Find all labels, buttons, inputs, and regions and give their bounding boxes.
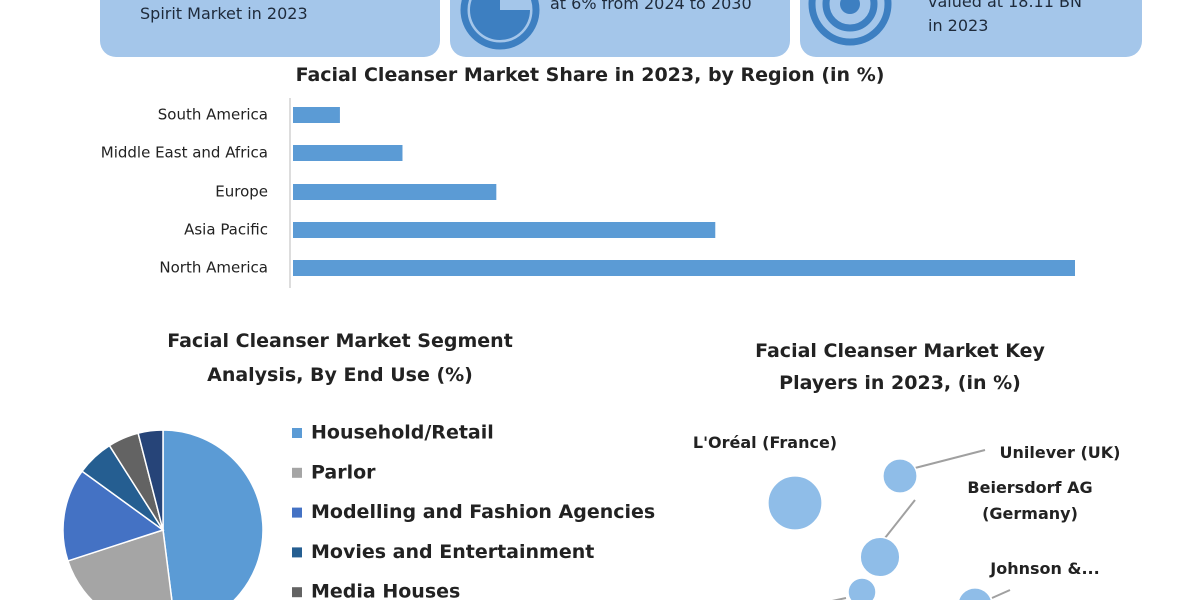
legend-swatch [292,547,302,558]
bubble [859,536,901,578]
chart-title: Facial Cleanser Market Key Players in 20… [755,340,1045,394]
legend-label: Modelling and Fashion Agencies [311,501,655,523]
legend-swatch [292,428,302,438]
card-text: in 2023 [928,16,989,35]
bubble-label: Beiersdorf AG (Germany) [967,478,1093,523]
stat-card: Spirit Market in 2023 [100,0,440,57]
bubble [767,475,823,531]
card-icon [808,0,892,46]
legend-swatch [292,507,302,518]
legend-label: Movies and Entertainment [311,541,594,563]
category-label: South America [158,106,268,124]
stat-card: at 6% from 2024 to 2030 [450,0,790,57]
bar [293,260,1075,276]
card-icon [460,0,540,50]
card-text: at 6% from 2024 to 2030 [550,0,752,13]
category-label: Europe [215,183,268,201]
leader-line [884,499,916,539]
bubble-label: Unilever (UK) [999,443,1121,462]
card-text: Spirit Market in 2023 [140,4,308,23]
bubble-label: Johnson &... [990,559,1100,578]
chart-title: Facial Cleanser Market Share in 2023, by… [295,64,885,86]
category-label: Middle East and Africa [101,144,268,162]
bar [293,145,403,161]
bar [293,184,497,200]
bubble [847,577,877,600]
bar [293,222,716,238]
bubble [882,458,918,494]
leader-line [914,449,986,469]
chart-title: Facial Cleanser Market Segment Analysis,… [167,330,513,386]
leader-line [991,589,1011,599]
category-label: Asia Pacific [184,221,268,239]
pie-slice [137,429,164,531]
bubble [957,587,993,600]
legend-label: Household/Retail [311,422,494,444]
legend-label: Media Houses [311,581,460,600]
card-text: valued at 18.11 BN [928,0,1082,11]
legend-swatch [292,587,302,598]
pie-slice [66,529,173,600]
stat-card: valued at 18.11 BN in 2023 [800,0,1142,57]
pie-slice [162,429,264,600]
leader-line [831,597,847,600]
pie-slice [62,470,165,562]
legend-label: Parlor [311,461,376,483]
bar [293,107,340,123]
category-label: North America [159,259,268,277]
bubble-label: L'Oréal (France) [692,433,838,452]
legend-swatch [292,467,302,478]
